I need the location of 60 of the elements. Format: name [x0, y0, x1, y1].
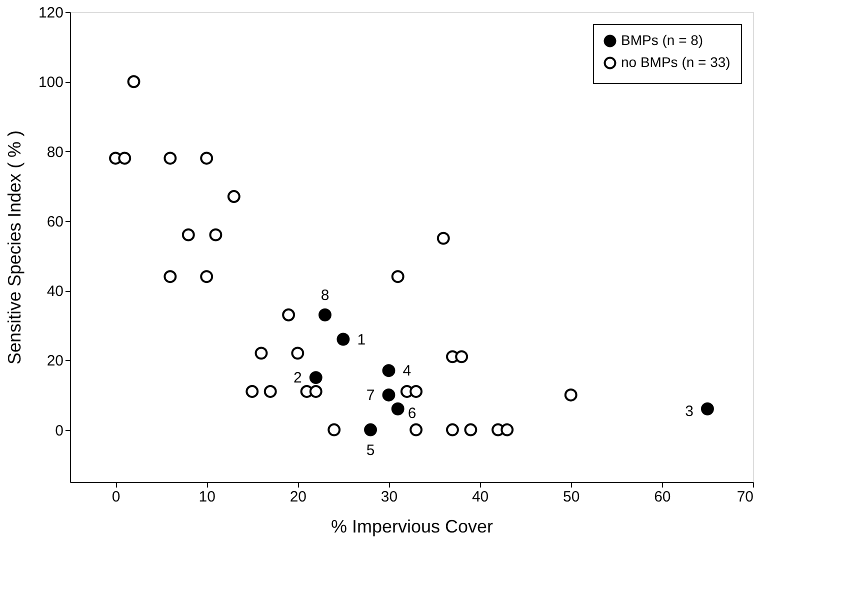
point	[336, 332, 350, 346]
annotation: 5	[366, 442, 375, 459]
point	[446, 423, 459, 436]
point	[291, 346, 304, 360]
point	[318, 308, 332, 322]
x-tick-label: 0	[112, 488, 120, 506]
point	[282, 308, 296, 322]
point	[382, 364, 396, 378]
annotation: 8	[320, 286, 330, 304]
point	[164, 270, 177, 284]
point	[182, 228, 195, 242]
legend-label: BMPs (n = 8)	[621, 32, 704, 48]
point	[455, 350, 468, 364]
point	[200, 270, 214, 284]
point	[500, 423, 514, 436]
x-tick-label: 40	[472, 488, 489, 506]
point	[200, 152, 214, 165]
point	[364, 423, 377, 436]
y-axis-title: Sensitive Species Index ( % )	[4, 130, 24, 365]
point	[127, 75, 140, 88]
point	[164, 152, 177, 165]
point	[410, 423, 423, 436]
point	[309, 371, 322, 384]
y-tick-label: 120	[38, 4, 64, 22]
y-tick-label: 80	[46, 144, 64, 161]
y-tick-label: 20	[46, 352, 64, 370]
x-tick-label: 30	[380, 488, 398, 506]
y-tick-label: 40	[46, 283, 64, 300]
x-tick-label: 10	[198, 488, 216, 506]
point	[328, 423, 341, 436]
y-tick-label: 0	[55, 422, 64, 440]
annotation: 4	[402, 362, 412, 380]
point	[209, 228, 222, 242]
annotation: 2	[294, 370, 302, 387]
annotation: 7	[366, 386, 375, 404]
point	[464, 423, 478, 436]
point	[410, 385, 423, 398]
x-tick-label: 20	[290, 488, 307, 506]
point	[436, 232, 450, 245]
x-tick-label: 60	[654, 488, 671, 506]
annotation: 6	[408, 404, 416, 422]
x-tick-label: 70	[736, 488, 754, 506]
legend-label: no BMPs (n = 33)	[621, 54, 730, 70]
point	[391, 402, 404, 416]
point	[564, 388, 578, 402]
point	[254, 346, 268, 360]
annotation: 3	[685, 402, 694, 420]
x-tick-label: 50	[563, 488, 580, 506]
point	[391, 270, 404, 284]
y-tick-label: 100	[38, 74, 64, 92]
annotation: 1	[357, 331, 366, 348]
point	[118, 152, 132, 165]
point	[309, 385, 322, 398]
point	[382, 388, 396, 402]
y-tick-label: 60	[46, 213, 64, 230]
point	[700, 402, 714, 416]
point	[246, 385, 259, 398]
x-axis-title: % Impervious Cover	[330, 516, 494, 536]
point	[227, 190, 240, 203]
point	[264, 385, 277, 398]
